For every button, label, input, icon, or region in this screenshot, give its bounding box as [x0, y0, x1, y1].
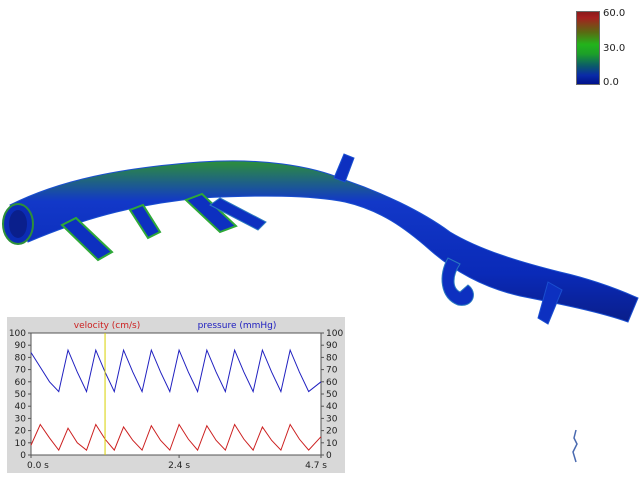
colorbar-min-label: 0.0: [603, 77, 619, 88]
colorbar-max-label: 60.0: [603, 8, 626, 19]
x-tick-label: 0.0 s: [27, 461, 49, 471]
y-tick-label-right: 80: [326, 353, 338, 363]
plot-area: [30, 332, 322, 456]
y-tick-label-left: 30: [15, 414, 27, 424]
branch-right: [537, 281, 563, 325]
y-tick-label-left: 50: [15, 390, 27, 400]
branch-1: [60, 216, 114, 262]
y-tick-label-right: 40: [326, 402, 338, 412]
y-tick-label-left: 90: [15, 341, 27, 351]
y-tick-label-left: 70: [15, 366, 27, 376]
series-line-velocity: [30, 423, 322, 452]
series-line-pressure: [30, 348, 322, 394]
y-tick-label-left: 100: [9, 329, 26, 339]
y-tick-label-right: 90: [326, 341, 338, 351]
y-tick-label-left: 20: [15, 427, 27, 437]
y-tick-label-right: 0: [326, 451, 332, 461]
branch-4: [209, 197, 267, 231]
scale-marker-icon: [572, 429, 578, 463]
y-tick-label-right: 100: [326, 329, 343, 339]
y-tick-label-left: 60: [15, 378, 27, 388]
y-tick-label-right: 70: [326, 366, 338, 376]
y-tick-label-left: 40: [15, 402, 27, 412]
y-tick-label-left: 10: [15, 439, 27, 449]
legend-velocity: velocity (cm/s): [74, 321, 141, 331]
branch-3: [184, 192, 238, 234]
y-tick-label-left: 0: [20, 451, 26, 461]
branch-top: [333, 153, 355, 183]
y-tick-label-right: 30: [326, 414, 338, 424]
waveform-graph-panel[interactable]: 0 0 10 10 20 20 30 30 40 40 50 50 60 60 70 70 80 80 90 90 10…: [7, 317, 345, 473]
y-tick-label-right: 20: [326, 427, 338, 437]
branch-2: [128, 203, 162, 240]
x-tick-label: 2.4 s: [168, 461, 190, 471]
colorbar-mid-label: 30.0: [603, 43, 626, 54]
y-tick-label-right: 50: [326, 390, 338, 400]
x-tick-label: 4.7 s: [305, 461, 327, 471]
waveform-graph[interactable]: 0 0 10 10 20 20 30 30 40 40 50 50 60 60 70 70 80 80 90 90 10…: [7, 317, 345, 473]
main-vessel: [9, 160, 639, 323]
y-tick-label-right: 60: [326, 378, 338, 388]
legend-pressure: pressure (mmHg): [198, 321, 277, 331]
y-tick-label-left: 80: [15, 353, 27, 363]
y-tick-label-right: 10: [326, 439, 338, 449]
branch-loop: [441, 257, 474, 306]
colorbar: [576, 11, 600, 85]
